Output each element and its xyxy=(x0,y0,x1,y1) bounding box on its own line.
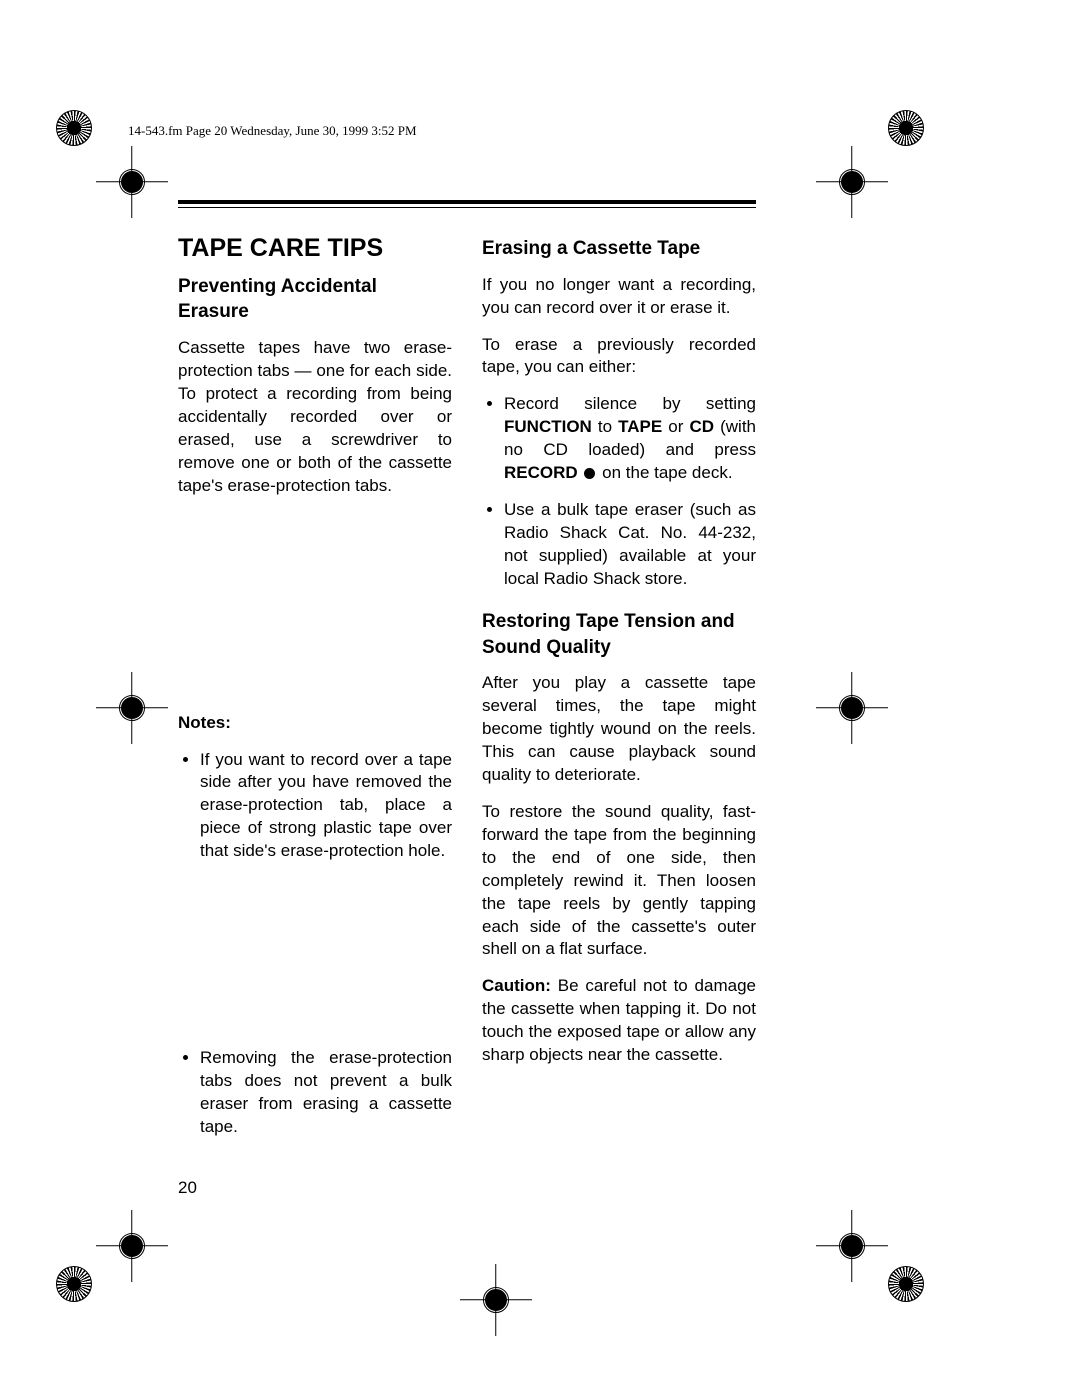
right-column: Erasing a Cassette Tape If you no longer… xyxy=(482,232,756,1153)
note-2: Removing the erase-protection tabs does … xyxy=(200,1047,452,1139)
subheading-restoring: Restoring Tape Tension and Sound Quality xyxy=(482,609,756,660)
content-area: TAPE CARE TIPS Preventing Accidental Era… xyxy=(178,232,756,1153)
subheading-erasing: Erasing a Cassette Tape xyxy=(482,236,756,262)
caution-label: Caution: xyxy=(482,976,551,995)
ornament-bottom-left xyxy=(56,1266,92,1302)
left-column: TAPE CARE TIPS Preventing Accidental Era… xyxy=(178,232,452,1153)
para-tension-2: To restore the sound quality, fast-forwa… xyxy=(482,801,756,962)
regmark-mid-left xyxy=(110,686,154,730)
regmark-bottom-left xyxy=(110,1224,154,1268)
erase-option-2: Use a bulk tape eraser (such as Radio Sh… xyxy=(504,499,756,591)
figure-placeholder-1 xyxy=(178,512,452,712)
erase-option-1: Record silence by setting FUNCTION to TA… xyxy=(504,393,756,485)
subheading-preventing: Preventing Accidental Erasure xyxy=(178,274,452,325)
page: 14-543.fm Page 20 Wednesday, June 30, 19… xyxy=(0,0,1080,1397)
double-rule xyxy=(178,200,756,204)
page-number: 20 xyxy=(178,1178,197,1198)
regmark-bottom-mid xyxy=(474,1278,518,1322)
ornament-bottom-right xyxy=(888,1266,924,1302)
erase-options-list: Record silence by setting FUNCTION to TA… xyxy=(482,393,756,591)
header-line: 14-543.fm Page 20 Wednesday, June 30, 19… xyxy=(128,123,417,139)
ornament-top-right xyxy=(888,110,924,146)
regmark-top-left xyxy=(110,160,154,204)
figure-placeholder-2 xyxy=(178,877,452,1047)
main-title: TAPE CARE TIPS xyxy=(178,232,452,266)
record-dot-icon xyxy=(584,468,595,479)
notes-list: If you want to record over a tape side a… xyxy=(178,749,452,864)
para-tension-1: After you play a cassette tape several t… xyxy=(482,672,756,787)
para-erase-tabs: Cassette tapes have two erase-protection… xyxy=(178,337,452,498)
para-caution: Caution: Be careful not to damage the ca… xyxy=(482,975,756,1067)
para-erase-either: To erase a previously recorded tape, you… xyxy=(482,334,756,380)
note-1: If you want to record over a tape side a… xyxy=(200,749,452,864)
regmark-top-right xyxy=(830,160,874,204)
regmark-bottom-right xyxy=(830,1224,874,1268)
notes-list-2: Removing the erase-protection tabs does … xyxy=(178,1047,452,1139)
ornament-top-left xyxy=(56,110,92,146)
notes-label: Notes: xyxy=(178,713,231,732)
para-erase-intro: If you no longer want a recording, you c… xyxy=(482,274,756,320)
regmark-mid-right xyxy=(830,686,874,730)
